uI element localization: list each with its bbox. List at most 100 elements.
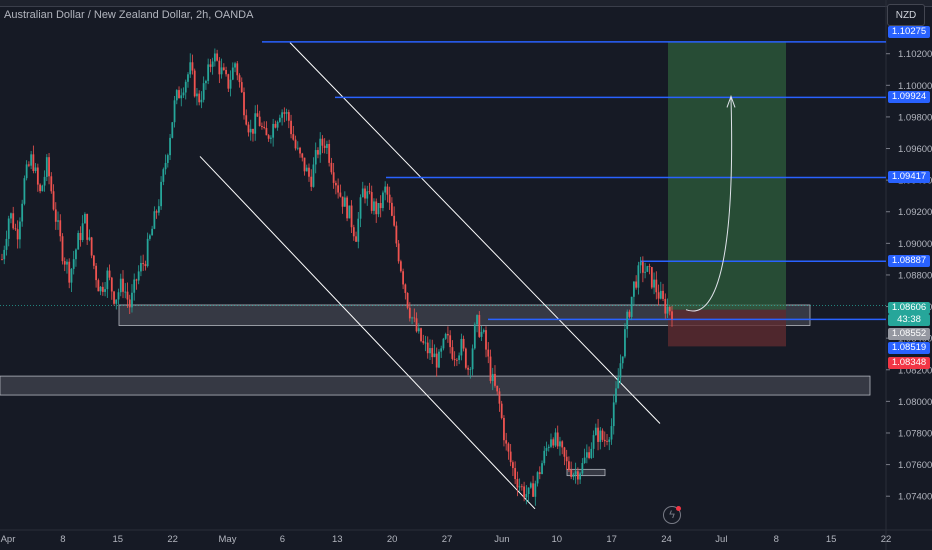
- candle-body: [32, 154, 35, 172]
- candle-body: [308, 167, 310, 177]
- candle-body: [166, 155, 169, 163]
- candle-body: [397, 243, 400, 262]
- currency-button[interactable]: NZD: [887, 4, 925, 26]
- candle-body: [269, 137, 272, 139]
- candle-body: [384, 186, 387, 193]
- candle-body: [561, 441, 564, 448]
- price-label-level: 1.10275: [888, 26, 930, 38]
- candle-body: [350, 205, 353, 228]
- candle-body: [563, 447, 566, 457]
- candle-body: [256, 113, 259, 117]
- candle-body: [225, 70, 227, 75]
- candle-body: [547, 446, 550, 449]
- candle-body: [420, 328, 422, 342]
- candle-body: [229, 79, 232, 89]
- candle-body: [498, 391, 501, 404]
- candle-body: [348, 205, 351, 219]
- y-tick-label: 1.08800: [898, 270, 932, 281]
- candle-body: [590, 448, 593, 458]
- candle-body: [581, 463, 584, 474]
- candle-body: [664, 298, 667, 314]
- candle-body: [274, 123, 277, 128]
- candle-body: [653, 279, 655, 288]
- candle-body: [122, 278, 124, 292]
- candle-body: [198, 93, 201, 103]
- candle-body: [99, 286, 102, 292]
- x-tick-label: 15: [112, 534, 123, 545]
- candle-body: [668, 306, 671, 312]
- candle-body: [624, 329, 626, 357]
- candle-body: [408, 307, 411, 319]
- candle-body: [50, 176, 53, 192]
- candle-body: [610, 426, 613, 440]
- x-tick-label: 17: [606, 534, 617, 545]
- candle-body: [234, 63, 236, 68]
- price-label-level: 1.08519: [888, 342, 930, 354]
- price-label-level: 1.08887: [888, 255, 930, 268]
- candle-body: [455, 359, 458, 361]
- candle-body: [572, 474, 575, 477]
- top-toolbar: [0, 0, 932, 7]
- candle-body: [594, 427, 597, 436]
- candle-body: [534, 483, 537, 497]
- candle-body: [512, 462, 514, 469]
- candle-body: [142, 263, 145, 265]
- y-tick-label: 1.07400: [898, 492, 932, 503]
- candle-body: [650, 267, 653, 288]
- x-tick-label: Jun: [494, 534, 509, 545]
- candle-body: [272, 123, 275, 138]
- candle-body: [86, 213, 89, 240]
- candle-body: [27, 164, 30, 166]
- candle-body: [135, 279, 138, 281]
- candle-body: [267, 135, 270, 139]
- candle-body: [281, 112, 284, 118]
- candle-body: [659, 290, 662, 299]
- candle-body: [507, 443, 510, 452]
- candle-body: [388, 194, 391, 203]
- candle-body: [366, 191, 369, 199]
- candle-body: [666, 306, 669, 314]
- x-tick-label: Jul: [715, 534, 727, 545]
- candle-body: [404, 284, 407, 293]
- candle-body: [155, 211, 158, 213]
- candle-body: [59, 220, 62, 237]
- candle-body: [550, 439, 552, 447]
- candle-body: [137, 271, 140, 281]
- price-label-countdown: 43:38: [888, 314, 930, 326]
- candle-body: [364, 188, 366, 199]
- candle-body: [252, 128, 254, 134]
- candle-body: [276, 121, 279, 128]
- candle-body: [326, 143, 328, 148]
- candle-body: [117, 292, 120, 300]
- candle-body: [108, 270, 111, 278]
- candle-body: [151, 228, 154, 236]
- candle-body: [469, 369, 472, 370]
- candle-body: [160, 181, 162, 207]
- y-tick-label: 1.08200: [898, 365, 932, 376]
- candle-body: [585, 452, 588, 458]
- candle-body: [220, 67, 223, 75]
- candle-body: [287, 112, 290, 121]
- candle-body: [482, 330, 485, 332]
- candle-body: [458, 355, 461, 361]
- lightning-icon[interactable]: ϟ: [663, 506, 681, 524]
- candle-body: [104, 289, 106, 292]
- projection-arrowhead: [726, 94, 736, 108]
- candle-body: [523, 486, 526, 498]
- candle-body: [101, 286, 104, 292]
- candle-body: [375, 201, 378, 215]
- candle-body: [438, 351, 440, 368]
- candle-body: [146, 238, 149, 267]
- candle-body: [529, 483, 532, 488]
- candle-body: [240, 82, 243, 93]
- candle-body: [169, 137, 171, 156]
- price-label-level: 1.09417: [888, 171, 930, 184]
- candle-body: [231, 67, 234, 80]
- candle-body: [153, 211, 156, 229]
- candle-body: [619, 363, 622, 378]
- candle-body: [88, 237, 91, 240]
- target-zone: [668, 41, 786, 310]
- candle-body: [608, 439, 611, 442]
